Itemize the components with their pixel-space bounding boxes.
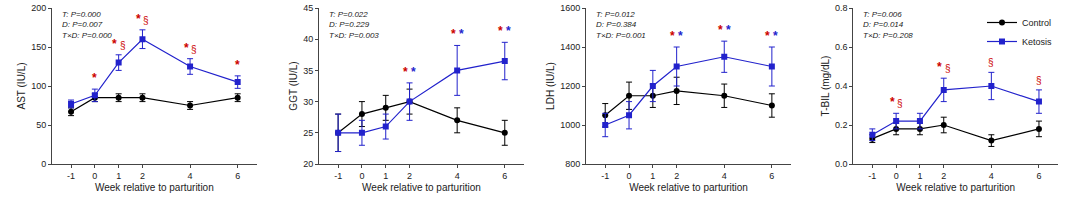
svg-text:40: 40 [303,34,313,44]
svg-text:*: * [459,27,464,41]
svg-text:2: 2 [941,171,946,181]
svg-text:150: 150 [31,42,46,52]
svg-text:Control: Control [1022,18,1051,28]
svg-text:2: 2 [407,171,412,181]
svg-text:200: 200 [31,3,46,13]
svg-text:1400: 1400 [560,42,580,52]
svg-text:Ketosis: Ketosis [1022,37,1052,47]
svg-text:-1: -1 [868,171,876,181]
svg-text:1: 1 [917,171,922,181]
svg-text:*: * [403,65,408,79]
svg-text:30: 30 [303,97,313,107]
svg-text:*: * [773,29,778,43]
svg-text:4: 4 [455,171,460,181]
svg-text:6: 6 [769,171,774,181]
svg-text:§: § [897,98,903,109]
svg-text:*: * [451,27,456,41]
svg-text:T: P=0.012D: P=0.384T×D: P=0.0: T: P=0.012D: P=0.384T×D: P=0.001 [596,10,646,40]
svg-text:*: * [92,71,97,85]
svg-text:0.8: 0.8 [835,3,848,13]
svg-text:6: 6 [1036,171,1041,181]
svg-text:1000: 1000 [560,120,580,130]
svg-text:20: 20 [303,159,313,169]
svg-text:0: 0 [92,171,97,181]
svg-text:*: * [670,29,675,43]
svg-text:§: § [191,44,197,55]
svg-text:GGT (IU/L): GGT (IU/L) [288,61,299,110]
svg-text:T: P=0.022D: P=0.229T×D: P=0.0: T: P=0.022D: P=0.229T×D: P=0.003 [329,10,379,40]
svg-text:Week relative to parturition: Week relative to parturition [896,182,1015,193]
svg-text:0.4: 0.4 [835,81,848,91]
svg-text:*: * [136,12,141,26]
svg-text:*: * [506,24,511,38]
svg-text:800: 800 [565,159,580,169]
svg-text:*: * [765,29,770,43]
svg-text:Week relative to parturition: Week relative to parturition [362,182,481,193]
svg-text:1: 1 [650,171,655,181]
svg-text:1: 1 [116,171,121,181]
svg-text:*: * [678,29,683,43]
svg-text:25: 25 [303,128,313,138]
svg-text:0.0: 0.0 [835,159,848,169]
svg-text:0: 0 [894,171,899,181]
svg-text:1: 1 [383,171,388,181]
svg-text:*: * [937,60,942,74]
svg-text:T: P=0.006D: P=0.014T×D: P=0.2: T: P=0.006D: P=0.014T×D: P=0.208 [863,10,913,40]
svg-text:4: 4 [989,171,994,181]
svg-text:4: 4 [722,171,727,181]
svg-text:-1: -1 [334,171,342,181]
svg-text:*: * [718,23,723,37]
svg-text:§: § [945,63,951,74]
svg-text:0: 0 [41,159,46,169]
svg-text:1200: 1200 [560,81,580,91]
svg-text:AST (IU/L): AST (IU/L) [16,62,27,109]
svg-text:§: § [120,40,126,51]
svg-text:Week relative to parturition: Week relative to parturition [629,182,748,193]
svg-text:*: * [112,37,117,51]
svg-text:*: * [184,41,189,55]
svg-text:§: § [1036,75,1042,86]
svg-text:1600: 1600 [560,3,580,13]
svg-text:§: § [988,57,994,68]
svg-text:0.2: 0.2 [835,120,848,130]
svg-text:*: * [726,23,731,37]
svg-text:*: * [498,24,503,38]
svg-text:*: * [411,65,416,79]
svg-text:Week relative to parturition: Week relative to parturition [95,182,214,193]
svg-text:4: 4 [188,171,193,181]
svg-text:LDH (IU/L): LDH (IU/L) [545,62,556,110]
svg-text:*: * [235,58,240,72]
svg-text:T-BIL (mg/dL): T-BIL (mg/dL) [820,56,831,117]
svg-text:100: 100 [31,81,46,91]
svg-text:T: P=0.000D: P=0.007T×D: P=0.0: T: P=0.000D: P=0.007T×D: P=0.000 [62,10,112,40]
svg-text:45: 45 [303,3,313,13]
svg-text:35: 35 [303,66,313,76]
svg-text:-1: -1 [67,171,75,181]
svg-text:0: 0 [359,171,364,181]
svg-text:0.6: 0.6 [835,42,848,52]
svg-text:0: 0 [627,171,632,181]
svg-text:2: 2 [140,171,145,181]
svg-text:*: * [890,95,895,109]
svg-text:6: 6 [502,171,507,181]
svg-text:6: 6 [235,171,240,181]
svg-text:2: 2 [674,171,679,181]
svg-text:§: § [143,15,149,26]
svg-text:50: 50 [36,120,46,130]
svg-text:-1: -1 [601,171,609,181]
